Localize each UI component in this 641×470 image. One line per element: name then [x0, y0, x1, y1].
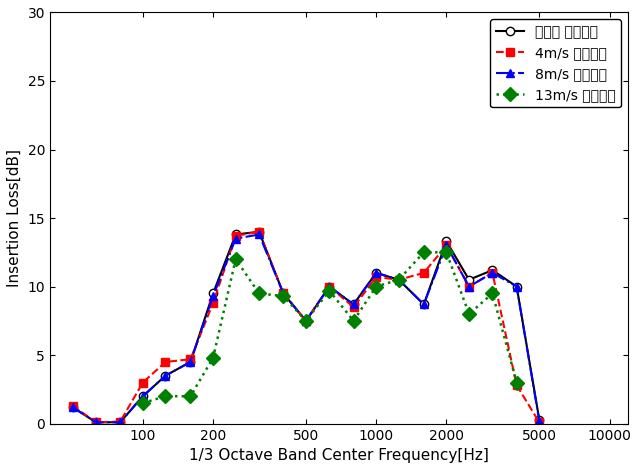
8m/s 삽입손실: [350, 302, 358, 307]
음원만 삽입손실: [232, 232, 240, 237]
음원만 삽입손실: [187, 359, 194, 365]
13m/s 삽입손실: [187, 393, 194, 399]
음원만 삽입손실: [420, 302, 428, 307]
13m/s 삽입손실: [302, 318, 310, 324]
음원만 삽입손실: [92, 419, 100, 425]
4m/s 삽입손실: [117, 419, 124, 424]
4m/s 삽입손실: [69, 403, 76, 408]
8m/s 삽입손실: [279, 290, 287, 296]
4m/s 삽입손실: [92, 419, 100, 425]
X-axis label: 1/3 Octave Band Center Frequency[Hz]: 1/3 Octave Band Center Frequency[Hz]: [189, 448, 489, 463]
8m/s 삽입손실: [69, 404, 76, 410]
음원만 삽입손실: [302, 318, 310, 324]
4m/s 삽입손실: [326, 284, 333, 290]
13m/s 삽입손실: [255, 290, 263, 296]
13m/s 삽입손실: [162, 393, 169, 399]
8m/s 삽입손실: [372, 270, 380, 276]
4m/s 삽입손실: [255, 229, 263, 235]
Line: 13m/s 삽입손실: 13m/s 삽입손실: [138, 247, 522, 408]
Line: 4m/s 삽입손실: 4m/s 삽입손실: [69, 227, 544, 426]
8m/s 삽입손실: [117, 419, 124, 425]
4m/s 삽입손실: [209, 300, 217, 306]
4m/s 삽입손실: [488, 270, 496, 276]
4m/s 삽입손실: [535, 419, 543, 425]
13m/s 삽입손실: [326, 288, 333, 293]
8m/s 삽입손실: [255, 232, 263, 237]
8m/s 삽입손실: [92, 419, 100, 425]
4m/s 삽입손실: [350, 304, 358, 310]
8m/s 삽입손실: [326, 284, 333, 290]
음원만 삽입손실: [488, 267, 496, 273]
음원만 삽입손실: [395, 277, 403, 282]
음원만 삽입손실: [350, 302, 358, 307]
8m/s 삽입손실: [420, 302, 428, 307]
8m/s 삽입손실: [232, 236, 240, 242]
Line: 8m/s 삽입손실: 8m/s 삽입손실: [69, 230, 544, 426]
Y-axis label: Insertion Loss[dB]: Insertion Loss[dB]: [7, 149, 22, 287]
8m/s 삽입손실: [535, 418, 543, 424]
8m/s 삽입손실: [395, 277, 403, 282]
13m/s 삽입손실: [442, 250, 450, 255]
음원만 삽입손실: [465, 277, 473, 282]
음원만 삽입손실: [255, 229, 263, 235]
8m/s 삽입손실: [302, 318, 310, 324]
음원만 삽입손실: [535, 417, 543, 423]
13m/s 삽입손실: [513, 380, 520, 385]
음원만 삽입손실: [279, 290, 287, 296]
13m/s 삽입손실: [279, 293, 287, 299]
13m/s 삽입손실: [420, 250, 428, 255]
음원만 삽입손실: [117, 419, 124, 425]
음원만 삽입손실: [139, 393, 147, 399]
8m/s 삽입손실: [209, 293, 217, 299]
13m/s 삽입손실: [488, 290, 496, 296]
4m/s 삽입손실: [513, 383, 520, 388]
음원만 삽입손실: [162, 373, 169, 378]
4m/s 삽입손실: [187, 356, 194, 362]
8m/s 삽입손실: [442, 243, 450, 248]
4m/s 삽입손실: [232, 233, 240, 239]
4m/s 삽입손실: [395, 277, 403, 282]
8m/s 삽입손실: [465, 284, 473, 290]
13m/s 삽입손실: [350, 318, 358, 324]
13m/s 삽입손실: [395, 277, 403, 282]
음원만 삽입손실: [442, 238, 450, 244]
8m/s 삽입손실: [187, 359, 194, 365]
Legend: 음원만 삽입손실, 4m/s 삽입손실, 8m/s 삽입손실, 13m/s 삽입손실: 음원만 삽입손실, 4m/s 삽입손실, 8m/s 삽입손실, 13m/s 삽입…: [490, 19, 621, 107]
13m/s 삽입손실: [139, 400, 147, 406]
4m/s 삽입손실: [465, 284, 473, 290]
4m/s 삽입손실: [279, 290, 287, 296]
4m/s 삽입손실: [139, 380, 147, 385]
4m/s 삽입손실: [302, 318, 310, 324]
4m/s 삽입손실: [162, 359, 169, 365]
음원만 삽입손실: [69, 404, 76, 410]
음원만 삽입손실: [209, 290, 217, 296]
음원만 삽입손실: [513, 284, 520, 290]
8m/s 삽입손실: [162, 373, 169, 378]
4m/s 삽입손실: [442, 243, 450, 248]
8m/s 삽입손실: [139, 393, 147, 399]
4m/s 삽입손실: [420, 270, 428, 276]
13m/s 삽입손실: [209, 355, 217, 360]
음원만 삽입손실: [372, 270, 380, 276]
음원만 삽입손실: [326, 284, 333, 290]
8m/s 삽입손실: [513, 284, 520, 290]
13m/s 삽입손실: [465, 311, 473, 317]
Line: 음원만 삽입손실: 음원만 삽입손실: [69, 227, 544, 426]
4m/s 삽입손실: [372, 274, 380, 280]
13m/s 삽입손실: [232, 256, 240, 262]
8m/s 삽입손실: [488, 270, 496, 276]
13m/s 삽입손실: [372, 284, 380, 290]
